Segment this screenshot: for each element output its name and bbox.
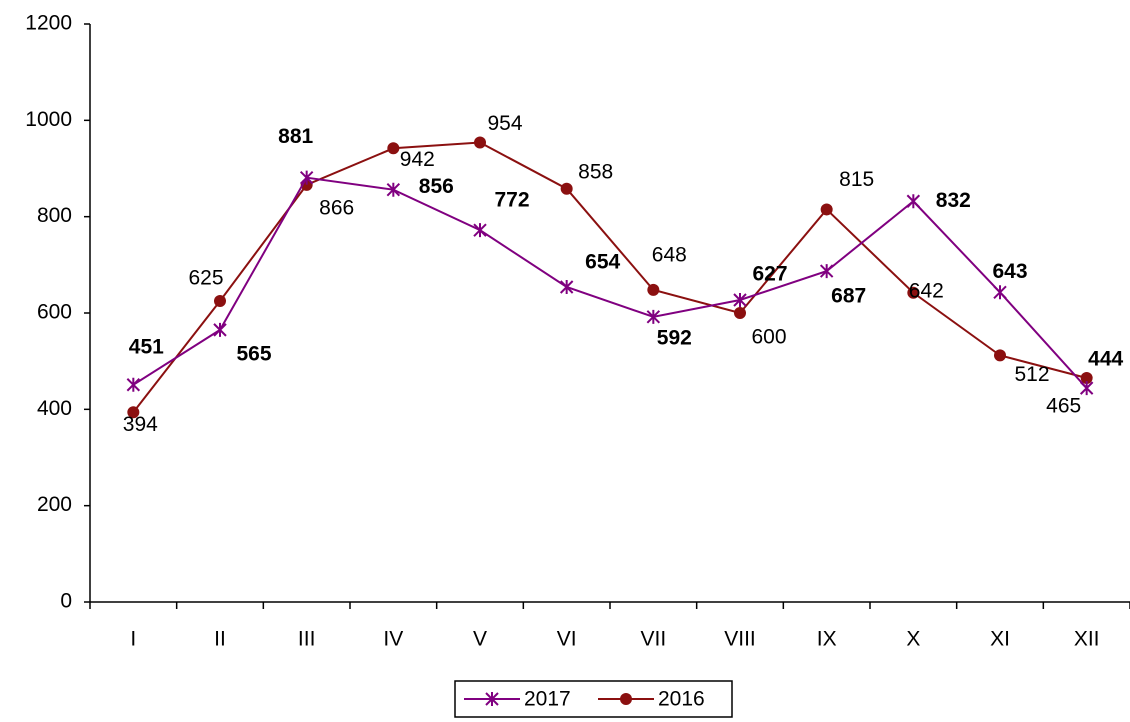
x-tick-label: VIII	[724, 628, 756, 651]
point	[646, 309, 661, 324]
legend-marker	[485, 692, 499, 706]
point	[906, 194, 921, 209]
x-tick-label: II	[214, 628, 226, 651]
legend-marker	[620, 693, 632, 705]
data-label: 832	[936, 189, 971, 212]
y-tick-label: 1200	[25, 12, 72, 35]
x-tick-label: V	[473, 628, 487, 651]
y-tick-label: 800	[37, 204, 72, 227]
data-label: 881	[278, 125, 313, 148]
point	[386, 182, 401, 197]
data-label: 866	[319, 196, 354, 219]
y-tick-label: 200	[37, 493, 72, 516]
x-tick-label: XII	[1074, 628, 1100, 651]
point	[474, 136, 486, 149]
data-label: 856	[419, 175, 454, 198]
legend-label: 2016	[658, 688, 705, 711]
data-label: 643	[992, 260, 1027, 283]
y-tick-label: 0	[60, 590, 72, 613]
data-label: 942	[400, 148, 435, 171]
data-label: 954	[487, 112, 522, 135]
data-label: 394	[123, 413, 158, 436]
y-tick-label: 600	[37, 301, 72, 324]
data-label: 772	[494, 189, 529, 212]
data-label: 465	[1046, 395, 1081, 418]
data-label: 625	[188, 267, 223, 290]
data-label: 600	[751, 326, 786, 349]
series	[126, 170, 1094, 396]
point	[214, 294, 226, 307]
y-tick-label: 1000	[25, 108, 72, 131]
data-label: 687	[831, 285, 866, 308]
point	[126, 377, 141, 392]
x-tick-label: X	[906, 628, 920, 651]
x-tick-label: IX	[817, 628, 837, 651]
point	[647, 283, 660, 296]
point	[1080, 372, 1093, 385]
point	[994, 349, 1006, 362]
data-label: 565	[236, 342, 271, 365]
point	[1079, 381, 1094, 396]
x-tick-label: III	[298, 628, 316, 651]
point	[819, 264, 834, 279]
point	[993, 285, 1007, 300]
point	[820, 203, 833, 216]
point	[387, 142, 400, 155]
data-label: 815	[839, 168, 874, 191]
point	[213, 322, 227, 337]
point	[473, 223, 487, 238]
legend: 2017 2016	[454, 680, 733, 718]
legend-label: 2017	[524, 688, 571, 711]
x-tick-label: XI	[990, 628, 1010, 651]
x-tick-label: VII	[640, 628, 666, 651]
x-tick-label: VI	[557, 628, 577, 651]
data-label: 654	[585, 251, 620, 274]
y-tick-label: 400	[37, 397, 72, 420]
point	[299, 170, 314, 185]
data-label: 642	[909, 279, 944, 302]
data-label: 444	[1088, 348, 1123, 371]
point	[907, 286, 920, 299]
x-tick-label: I	[130, 628, 136, 651]
point	[733, 292, 747, 307]
point	[734, 307, 746, 319]
point	[127, 406, 140, 419]
data-label: 451	[129, 335, 164, 358]
data-label: 512	[1014, 363, 1049, 386]
data-label: 648	[652, 243, 687, 266]
data-label: 858	[578, 160, 613, 183]
point	[559, 279, 574, 294]
data-label: 592	[657, 326, 692, 349]
x-tick-label: IV	[383, 628, 403, 651]
series-line	[132, 176, 1088, 389]
point	[560, 182, 573, 195]
data-label: 627	[752, 263, 787, 286]
